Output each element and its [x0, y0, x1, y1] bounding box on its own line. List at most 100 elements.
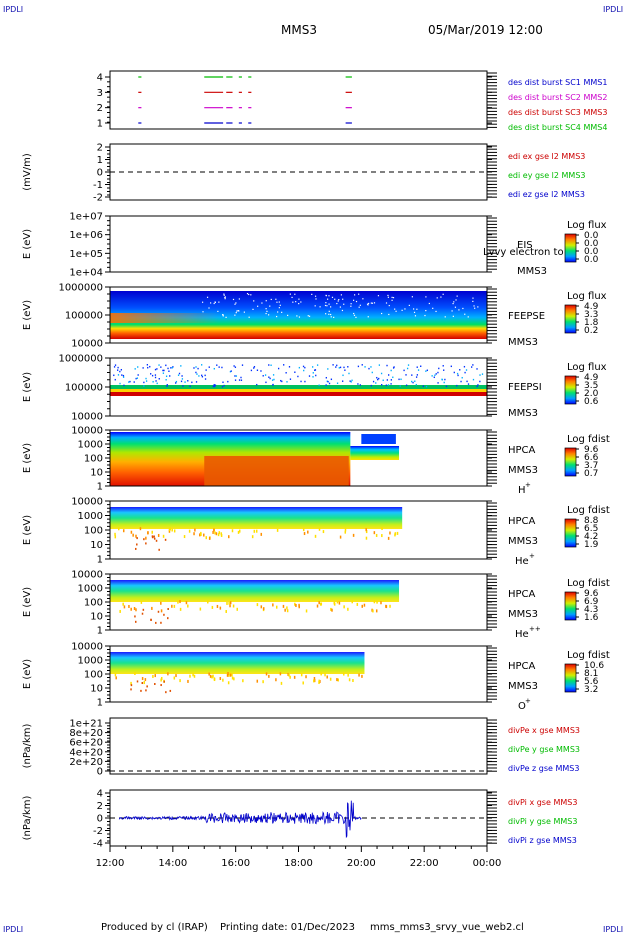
spectrogram-speck — [344, 530, 347, 534]
spectrogram-speck — [184, 381, 186, 383]
spectrogram-speck — [195, 371, 197, 374]
colorbar-tick-label: 3.7 — [584, 461, 598, 471]
spectrogram-band — [110, 392, 487, 396]
spectrogram-speck — [316, 364, 319, 366]
spectrogram-speck — [237, 310, 239, 312]
spectrogram-speck — [201, 375, 204, 378]
spectrogram-speck — [165, 378, 167, 381]
spectrogram-speck — [434, 374, 436, 377]
spectrogram-speck — [389, 604, 391, 608]
spectrogram-speck — [325, 376, 327, 379]
spectrogram-speck — [202, 311, 204, 313]
spectrogram-speck — [273, 378, 275, 381]
spectrogram-speck — [178, 372, 181, 375]
instrument-label: MMS3 — [508, 681, 538, 692]
spectrogram-speck — [286, 609, 289, 613]
spectrogram-speck — [410, 380, 413, 383]
spectrogram-speck — [228, 601, 230, 605]
spectrogram-speck — [452, 315, 454, 317]
spectrogram-speck — [231, 673, 233, 677]
y-tick-label: 1e+04 — [69, 268, 103, 279]
colorbar-tick-label: 9.6 — [584, 445, 599, 455]
spectrogram-speck — [291, 296, 293, 299]
spectrogram-speck — [454, 306, 457, 308]
spectrogram-speck — [279, 304, 281, 306]
series-line — [118, 800, 362, 839]
colorbar-tick-label: 2.0 — [584, 389, 599, 399]
spectrogram-speck — [229, 370, 232, 373]
spectrogram-speck — [403, 369, 405, 372]
y-tick-label: 10000 — [71, 339, 103, 350]
colorbar-tick-label: 0.6 — [584, 397, 599, 407]
spectrogram-speck — [375, 609, 378, 613]
spectrogram-speck — [408, 304, 410, 307]
spectrogram-speck — [226, 673, 229, 677]
spectrogram-speck — [160, 676, 163, 680]
spectrogram-speck — [172, 366, 174, 368]
spectrogram-speck — [166, 384, 168, 386]
spectrogram-speck — [119, 382, 121, 385]
spectrogram-speck — [388, 304, 390, 307]
spectrogram-speck — [223, 294, 225, 296]
spectrogram-speck — [123, 384, 125, 387]
spectrogram-speck — [137, 366, 139, 368]
spectrogram-speck — [183, 535, 186, 539]
spectrogram-speck — [137, 374, 139, 376]
spectrogram-speck — [280, 681, 283, 685]
spectrogram-speck — [150, 373, 152, 375]
spectrogram-speck — [352, 299, 355, 301]
panel-hpca-o: 10000 1000 100 10 1 E (eV) HPCA MMS3 O + Log fdist… — [22, 642, 610, 713]
spectrogram-speck — [373, 600, 376, 604]
spectrogram-speck — [277, 367, 280, 370]
spectrogram-speck — [278, 307, 280, 309]
colorbar-tick-label: 4.9 — [584, 302, 599, 312]
instrument-label: HPCA — [508, 516, 536, 527]
y-axis-label: (mV/m) — [22, 153, 33, 191]
y-tick-label: 10 — [90, 468, 103, 479]
spectrogram-speck — [298, 316, 301, 318]
spectrogram-speck — [314, 295, 317, 297]
spectrogram-speck — [365, 536, 368, 540]
species-label: He — [515, 629, 529, 640]
spectrogram-speck — [352, 533, 355, 537]
spectrogram-speck — [437, 371, 439, 374]
spectrogram-speck — [160, 609, 163, 613]
spectrogram-speck — [113, 374, 115, 377]
spectrogram-speck — [142, 608, 145, 611]
spectrogram-speck — [347, 673, 349, 677]
spectrogram-enhancement — [110, 313, 220, 323]
instrument-label: MMS3 — [508, 337, 538, 348]
spectrogram-speck — [114, 535, 117, 539]
spectrogram-speck — [221, 385, 224, 388]
spectrogram-speck — [182, 385, 184, 387]
spectrogram-speck — [385, 384, 387, 386]
y-tick-label: 100 — [84, 526, 103, 537]
spectrogram-speck — [451, 310, 453, 312]
spectrogram-speck — [152, 381, 154, 383]
spectrogram-speck — [122, 602, 124, 606]
spectrogram-speck — [212, 674, 214, 678]
spectrogram-speck — [145, 689, 147, 692]
spectrogram-speck — [253, 365, 256, 368]
spectrogram-speck — [241, 364, 244, 366]
spectrogram-speck — [173, 604, 176, 608]
spectrogram-speck — [371, 302, 374, 304]
spectrogram-speck — [193, 532, 195, 536]
spectrogram-speck — [220, 532, 223, 536]
spectrogram-speck — [343, 303, 345, 305]
spectrogram-speck — [330, 378, 333, 381]
spectrogram-speck — [238, 529, 241, 533]
spectrogram-speck — [386, 379, 388, 381]
colorbar-tick-label: 1.6 — [584, 613, 599, 623]
spectrogram-speck — [142, 367, 144, 369]
spectrogram-speck — [368, 367, 370, 370]
y-tick-label: 0 — [97, 168, 103, 179]
spectrogram-speck — [342, 374, 344, 377]
spectrogram-speck — [262, 607, 265, 611]
y-tick-label: 4 — [97, 789, 103, 800]
spectrogram-speck — [343, 605, 345, 609]
spectrogram-speck — [121, 374, 123, 376]
spectrogram-speck — [435, 310, 437, 313]
spectrogram-speck — [364, 366, 366, 368]
spectrogram-speck — [165, 691, 167, 694]
